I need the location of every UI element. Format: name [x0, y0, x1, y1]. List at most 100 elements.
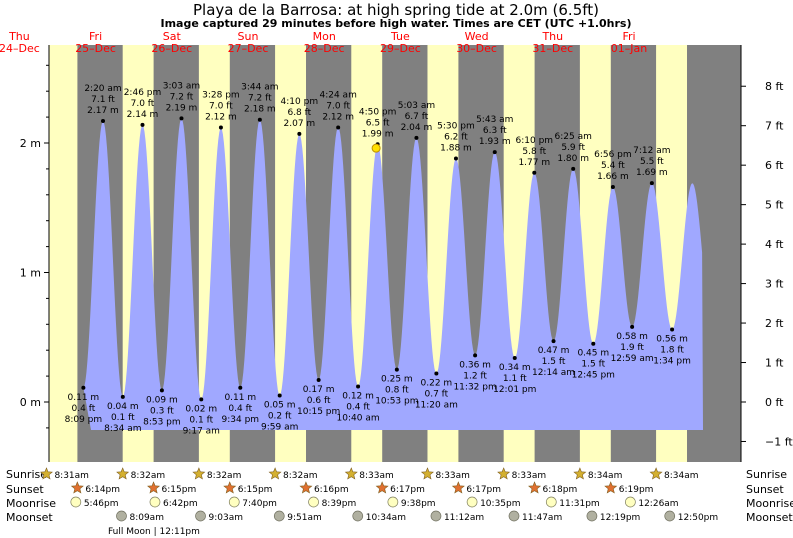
current-tide-marker	[371, 143, 381, 153]
high-tide-time: 6:10 pm	[516, 136, 554, 146]
high-tide-feet: 7.1 ft	[91, 95, 115, 105]
moonrise-icon	[228, 496, 240, 508]
extreme-point	[297, 131, 302, 136]
high-tide-feet: 6.7 ft	[405, 112, 429, 122]
moonset-icon	[273, 510, 285, 522]
moonset-icon	[116, 510, 127, 522]
high-tide-time: 5:30 pm	[437, 122, 475, 132]
right-tick-label: 5 ft	[765, 199, 784, 212]
low-tide-feet: 1.1 ft	[503, 374, 527, 384]
extreme-point	[532, 170, 537, 175]
low-tide-metres: 0.25 m	[381, 375, 413, 385]
low-tide-metres: 0.05 m	[264, 401, 296, 411]
day-name-label: Wed	[465, 30, 489, 43]
low-tide-time: 8:34 am	[104, 424, 141, 434]
sunset-time: 6:15pm	[162, 485, 197, 495]
extreme-point	[257, 117, 262, 122]
extreme-point	[336, 125, 341, 130]
day-name-label: Thu	[541, 30, 563, 43]
day-name-label: Fri	[622, 30, 635, 43]
day-name-label: Sat	[163, 30, 182, 43]
day-date-label: 24–Dec	[0, 42, 40, 55]
moonset-time: 12:19pm	[600, 513, 640, 523]
low-tide-time: 12:45 pm	[572, 371, 615, 381]
low-tide-feet: 0.4 ft	[228, 404, 252, 414]
moonrise-time: 11:31pm	[559, 499, 599, 509]
low-tide-metres: 0.34 m	[499, 363, 531, 373]
chart-title: Playa de la Barrosa: at high spring tide…	[193, 1, 599, 19]
moonset-time: 11:47am	[522, 513, 562, 523]
low-tide-time: 1:34 pm	[653, 356, 691, 366]
high-tide-feet: 6.2 ft	[444, 133, 468, 143]
low-tide-feet: 1.5 ft	[542, 357, 566, 367]
extreme-point	[610, 185, 615, 190]
sunset-icon	[528, 481, 542, 494]
sunset-icon	[299, 481, 313, 494]
low-tide-feet: 1.5 ft	[581, 360, 605, 370]
low-tide-feet: 0.4 ft	[346, 402, 370, 412]
high-tide-metres: 2.12 m	[205, 112, 237, 122]
sunset-time: 6:19pm	[619, 485, 654, 495]
moonset-icon	[508, 510, 520, 522]
low-tide-time: 12:14 am	[532, 368, 575, 378]
high-tide-metres: 2.19 m	[166, 103, 198, 113]
high-tide-metres: 2.14 m	[127, 110, 159, 120]
sunset-icon	[451, 481, 465, 494]
sunset-row-label-right: Sunset	[746, 483, 784, 496]
day-name-label: Thu	[8, 30, 30, 43]
sunrise-time: 8:31am	[54, 471, 89, 481]
low-tide-metres: 0.11 m	[68, 393, 100, 403]
extreme-point	[238, 385, 243, 390]
moonset-icon	[195, 510, 206, 522]
low-tide-time: 9:17 am	[183, 426, 220, 436]
sunrise-icon	[344, 467, 358, 480]
day-date-label: 30–Dec	[456, 42, 497, 55]
low-tide-metres: 0.02 m	[185, 404, 217, 414]
sunrise-icon	[268, 467, 282, 480]
low-tide-metres: 0.45 m	[577, 349, 609, 359]
low-tide-metres: 0.12 m	[342, 391, 374, 401]
sunset-icon	[70, 481, 84, 494]
right-tick-label: 1 ft	[765, 357, 784, 370]
extreme-point	[120, 394, 125, 399]
moonset-row-label-left: Moonset	[6, 511, 53, 524]
extreme-point	[179, 116, 184, 121]
high-tide-feet: 5.4 ft	[601, 161, 625, 171]
day-date-label: 27–Dec	[228, 42, 269, 55]
low-tide-time: 11:32 pm	[453, 382, 496, 392]
day-date-label: 25–Dec	[75, 42, 116, 55]
sunrise-time: 8:33am	[512, 471, 547, 481]
high-tide-time: 6:25 am	[555, 132, 592, 142]
high-tide-metres: 1.93 m	[479, 137, 511, 147]
moonrise-icon	[308, 496, 319, 508]
extreme-point	[591, 341, 596, 346]
high-tide-feet: 6.5 ft	[366, 118, 390, 128]
right-tick-label: 7 ft	[765, 120, 784, 133]
left-tick-label: 1 m	[20, 267, 41, 280]
extreme-point	[512, 355, 517, 360]
left-tick-label: 0 m	[20, 396, 41, 409]
moon-phase-note: Full Moon | 12:11pm	[108, 527, 200, 537]
sunrise-icon	[116, 467, 130, 480]
sunset-icon	[375, 481, 389, 494]
extreme-point	[473, 353, 478, 358]
extreme-point	[140, 122, 145, 127]
high-tide-feet: 6.8 ft	[287, 108, 311, 118]
high-tide-metres: 2.17 m	[87, 106, 119, 116]
low-tide-metres: 0.58 m	[616, 332, 648, 342]
sunset-icon	[604, 481, 618, 494]
day-date-label: 01–Jan	[611, 42, 647, 55]
low-tide-time: 8:09 pm	[65, 415, 103, 425]
moonrise-time: 5:46pm	[84, 499, 119, 509]
sunrise-time: 8:32am	[207, 471, 242, 481]
moonset-time: 9:03am	[209, 513, 244, 523]
high-tide-time: 3:03 am	[163, 81, 200, 91]
moonrise-icon	[149, 496, 161, 508]
extreme-point	[394, 367, 399, 372]
high-tide-metres: 2.07 m	[284, 119, 316, 129]
moonrise-time: 9:38pm	[401, 499, 436, 509]
right-tick-label: 2 ft	[765, 317, 784, 330]
high-tide-metres: 1.69 m	[636, 168, 668, 178]
sunset-time: 6:14pm	[85, 485, 120, 495]
moonset-icon	[430, 510, 442, 522]
